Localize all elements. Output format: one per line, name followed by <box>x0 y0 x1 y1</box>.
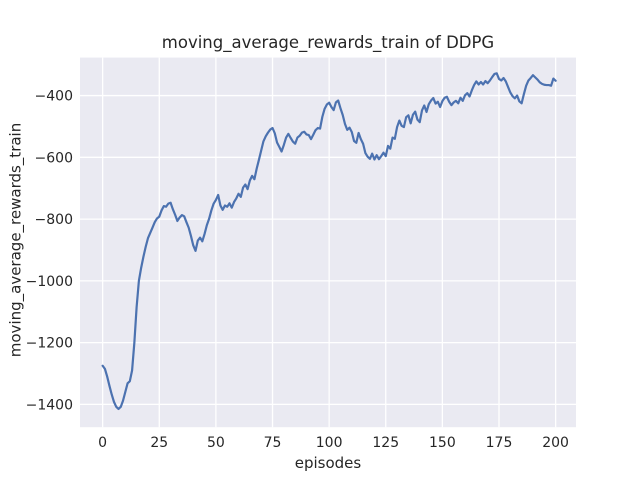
x-tick-label: 0 <box>98 435 107 451</box>
y-tick-label: −1000 <box>26 274 73 290</box>
y-tick-label: −600 <box>35 150 73 166</box>
plot-background <box>80 57 576 428</box>
y-axis-label: moving_average_rewards_train <box>6 122 25 358</box>
y-tick-label: −400 <box>35 89 73 105</box>
y-tick-label: −800 <box>35 212 73 228</box>
x-tick-label: 25 <box>150 435 168 451</box>
x-tick-label: 175 <box>486 435 513 451</box>
x-tick-label: 100 <box>316 435 343 451</box>
chart-title: moving_average_rewards_train of DDPG <box>161 33 495 52</box>
series-line-moving-average-rewards <box>101 72 557 411</box>
y-tick-label: −1400 <box>26 397 73 413</box>
x-tick-label: 50 <box>207 435 225 451</box>
x-axis-label: episodes <box>294 454 362 472</box>
x-tick-label: 200 <box>542 435 569 451</box>
x-tick-label: 150 <box>429 435 456 451</box>
x-tick-label: 75 <box>264 435 282 451</box>
y-tick-label: −1200 <box>26 336 73 352</box>
x-tick-label: 125 <box>372 435 399 451</box>
